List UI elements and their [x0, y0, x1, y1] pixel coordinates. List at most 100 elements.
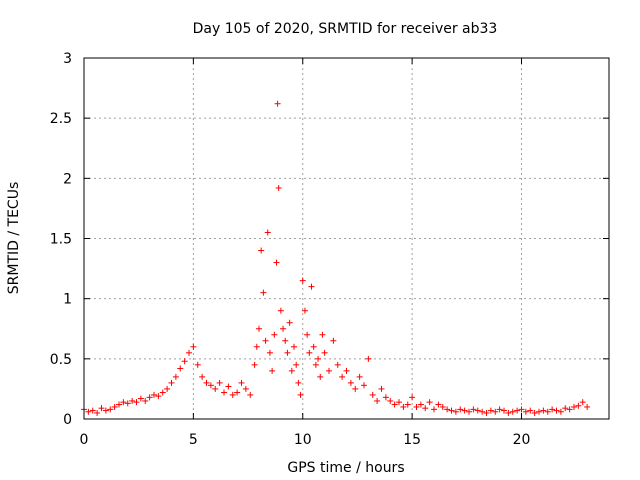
- plot-frame: [83, 57, 610, 420]
- data-point: [295, 379, 302, 386]
- data-point: [238, 379, 245, 386]
- data-point: [274, 100, 281, 107]
- data-point: [439, 403, 446, 410]
- data-point: [466, 408, 472, 415]
- data-point: [365, 355, 372, 362]
- data-point: [225, 383, 232, 390]
- data-point: [256, 325, 262, 332]
- data-point: [89, 407, 96, 414]
- data-point: [146, 394, 153, 401]
- data-point: [247, 391, 254, 398]
- x-tick-label: 15: [403, 432, 421, 448]
- data-point: [306, 349, 313, 356]
- data-point: [343, 367, 350, 374]
- y-tick-label: 1.5: [50, 232, 72, 248]
- data-point: [356, 373, 363, 380]
- data-point: [378, 385, 385, 392]
- data-point: [409, 394, 416, 401]
- data-point: [85, 408, 92, 415]
- data-point: [168, 379, 175, 386]
- data-point: [479, 408, 486, 415]
- axis-ticks: 0 0.5 1 1.5 2 2.5 3 0 5 10 15 20: [50, 51, 609, 448]
- x-tick-label: 20: [513, 432, 531, 448]
- data-point: [536, 408, 542, 415]
- x-axis-label: GPS time / hours: [287, 460, 404, 476]
- data-point: [107, 406, 114, 413]
- data-point: [234, 389, 241, 396]
- data-point: [253, 343, 260, 350]
- data-point: [448, 407, 455, 414]
- data-point: [216, 379, 223, 386]
- data-point: [288, 367, 295, 374]
- data-point: [404, 401, 411, 408]
- data-point: [102, 407, 109, 414]
- y-tick-label: 0.5: [50, 352, 72, 368]
- x-tick-label: 10: [294, 432, 312, 448]
- data-point: [431, 406, 437, 413]
- data-point: [562, 405, 569, 412]
- data-point: [444, 406, 451, 413]
- data-point: [457, 406, 464, 413]
- data-point: [221, 389, 227, 396]
- data-point: [319, 331, 326, 338]
- data-point: [461, 407, 468, 414]
- data-point: [492, 408, 499, 415]
- data-point: [137, 395, 144, 402]
- data-point: [544, 408, 551, 415]
- data-point: [271, 331, 278, 338]
- data-point: [207, 382, 214, 389]
- data-point: [277, 307, 284, 314]
- data-point: [470, 406, 477, 413]
- data-point: [242, 385, 249, 392]
- y-tick-label: 3: [63, 51, 72, 67]
- data-point: [321, 349, 328, 356]
- data-point: [422, 405, 429, 412]
- y-tick-label: 2: [63, 171, 72, 187]
- data-point: [417, 401, 424, 408]
- grid: [84, 58, 609, 419]
- data-point: [557, 408, 564, 415]
- data-point: [400, 403, 407, 410]
- data-points: [81, 100, 591, 416]
- data-point: [282, 337, 289, 344]
- data-point: [116, 401, 122, 408]
- data-point: [509, 408, 516, 415]
- data-point: [151, 391, 157, 398]
- data-point: [177, 365, 184, 372]
- data-point: [330, 337, 337, 344]
- data-point: [212, 385, 219, 392]
- data-point: [474, 407, 481, 414]
- chart-title: Day 105 of 2020, SRMTID for receiver ab3…: [193, 21, 498, 37]
- y-tick-label: 1: [63, 292, 72, 308]
- data-point: [203, 379, 210, 386]
- x-tick-label: 5: [189, 432, 198, 448]
- data-point: [133, 399, 140, 406]
- data-point: [361, 382, 367, 389]
- data-point: [258, 247, 265, 254]
- data-point: [435, 401, 442, 408]
- data-point: [194, 361, 201, 368]
- data-point: [275, 184, 282, 191]
- data-point: [339, 373, 346, 380]
- data-point: [269, 367, 276, 374]
- data-point: [382, 394, 389, 401]
- data-point: [129, 397, 136, 404]
- data-point: [280, 325, 287, 332]
- data-point: [291, 343, 297, 350]
- data-point: [531, 409, 538, 416]
- data-point: [301, 307, 308, 314]
- data-point: [566, 406, 573, 413]
- data-point: [396, 399, 402, 406]
- data-point: [527, 407, 534, 414]
- data-point: [483, 409, 490, 416]
- data-point: [286, 319, 293, 326]
- data-point: [190, 343, 197, 350]
- data-point: [426, 399, 433, 406]
- data-point: [584, 403, 591, 410]
- data-point: [155, 393, 162, 400]
- data-point: [181, 358, 188, 365]
- data-point: [266, 349, 273, 356]
- data-point: [326, 367, 332, 374]
- data-point: [496, 406, 503, 413]
- data-point: [352, 385, 359, 392]
